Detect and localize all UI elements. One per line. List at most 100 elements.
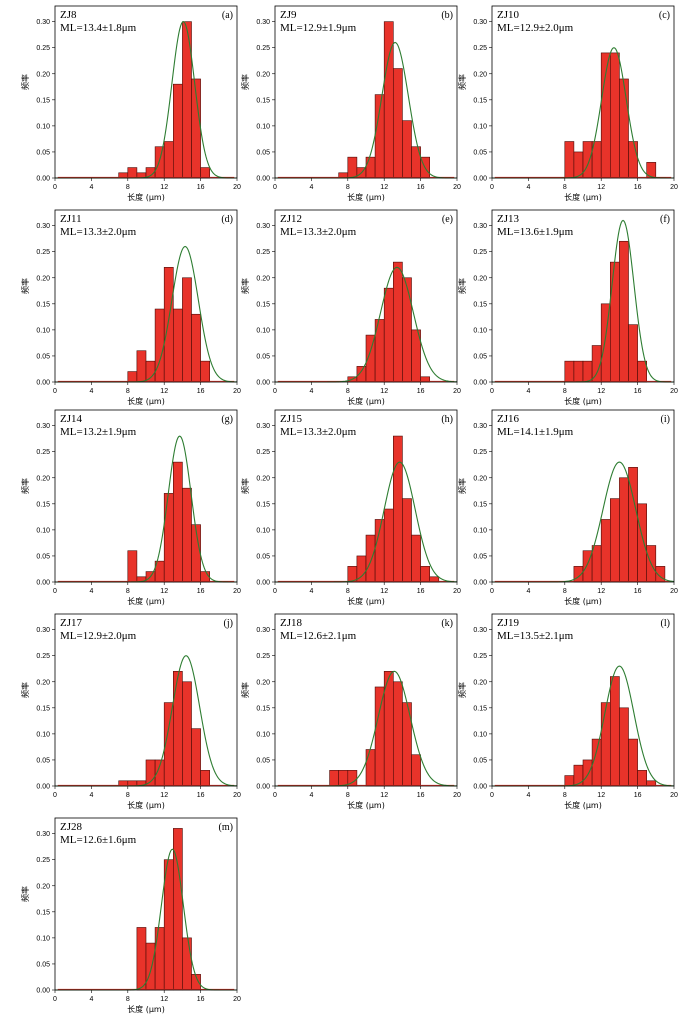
histogram-panel: 0.00 0.05 0.10 0.15 0.20 0.25 0.30 0 4 8 12 16 20 ZJ1… [457,5,678,202]
histogram-bar [637,503,647,583]
histogram-bar [609,52,620,179]
histogram-panel: 0.00 0.05 0.10 0.15 0.20 0.25 0.30 0 4 8 12 16 20 ZJ9… [240,5,461,202]
y-tick-label: 0.10 [36,123,50,130]
y-tick-label: 0.00 [473,380,487,387]
x-tick-label: 4 [309,792,313,799]
histogram-bar [127,550,138,583]
x-tick-label: 8 [346,792,350,799]
x-axis-label: 长度 (μm) [127,396,165,406]
mean-length-label: ML=14.1±1.9μm [497,426,574,438]
histogram-bar [619,240,629,383]
x-tick-label: 20 [233,996,241,1003]
y-tick-label: 0.15 [256,705,270,712]
plot-frame [274,409,458,583]
histogram-bar [347,156,358,179]
sample-id: ZJ19 [497,617,520,629]
mean-length-label: ML=13.3±2.0μm [280,226,357,238]
histogram-bar [628,738,638,787]
x-axis-label: 长度 (μm) [127,800,165,810]
x-tick-label: 4 [526,388,530,395]
x-tick-label: 8 [563,792,567,799]
panel-label: (d) [221,214,233,225]
y-tick-label: 0.25 [256,45,270,52]
y-tick-label: 0.20 [256,275,270,282]
x-tick-label: 16 [634,792,642,799]
x-tick-label: 0 [490,388,494,395]
histogram-bar [383,508,394,583]
x-tick-label: 8 [126,184,130,191]
histogram-panel: 0.00 0.05 0.10 0.15 0.20 0.25 0.30 0 4 8 12 16 20 ZJ1… [20,409,241,606]
x-tick-label: 4 [89,996,93,1003]
y-tick-label: 0.30 [256,627,270,634]
sample-id: ZJ13 [497,213,520,225]
y-tick-label: 0.30 [256,19,270,26]
y-tick-label: 0.10 [473,327,487,334]
x-axis-label: 长度 (μm) [347,596,385,606]
histogram-panel: 0.00 0.05 0.10 0.15 0.20 0.25 0.30 0 4 8 12 16 20 ZJ1… [240,209,461,406]
histogram-bar [200,770,211,787]
histogram-bar [182,681,192,787]
histogram-bar [609,498,620,583]
y-tick-label: 0.15 [36,301,50,308]
sample-id: ZJ11 [60,213,82,225]
plot-frame [54,817,238,991]
x-axis-label: 长度 (μm) [564,192,602,202]
y-tick-label: 0.15 [36,501,50,508]
y-axis-label: 频率 [240,478,250,494]
y-tick-label: 0.25 [256,249,270,256]
x-tick-label: 8 [563,184,567,191]
x-tick-label: 16 [634,184,642,191]
panel-label: (e) [442,214,453,225]
x-tick-label: 20 [233,388,241,395]
histogram-panel: 0.00 0.05 0.10 0.15 0.20 0.25 0.30 0 4 8 12 16 20 ZJ1… [20,209,241,406]
sample-id: ZJ12 [280,213,302,225]
x-tick-label: 4 [526,792,530,799]
x-tick-label: 16 [417,588,425,595]
y-tick-label: 0.10 [36,327,50,334]
y-axis-label: 频率 [457,74,467,90]
x-tick-label: 4 [309,184,313,191]
y-axis-label: 频率 [457,278,467,294]
fit-curve [492,219,674,383]
sample-id: ZJ17 [60,617,83,629]
x-tick-label: 0 [53,996,57,1003]
x-tick-label: 16 [634,388,642,395]
x-tick-label: 12 [380,792,388,799]
x-tick-label: 0 [273,792,277,799]
y-tick-label: 0.25 [256,449,270,456]
x-axis-label: 长度 (μm) [564,800,602,810]
x-tick-label: 0 [273,588,277,595]
x-tick-label: 0 [53,588,57,595]
y-tick-label: 0.30 [473,627,487,634]
histogram-bar [591,545,602,583]
x-axis-label: 长度 (μm) [564,396,602,406]
x-tick-label: 4 [526,184,530,191]
y-tick-label: 0.15 [36,705,50,712]
x-tick-label: 20 [233,792,241,799]
histogram-bar [383,287,394,383]
x-tick-label: 8 [126,996,130,1003]
fit-curve [55,435,237,583]
histogram-panel: 0.00 0.05 0.10 0.15 0.20 0.25 0.30 0 4 8 12 16 20 ZJ1… [240,613,461,810]
x-tick-label: 8 [346,388,350,395]
plot-frame [54,209,238,383]
y-tick-label: 0.10 [256,123,270,130]
y-tick-label: 0.10 [256,327,270,334]
y-tick-label: 0.25 [36,857,50,864]
y-tick-label: 0.20 [36,275,50,282]
plot-frame [491,613,675,787]
y-tick-label: 0.10 [36,935,50,942]
y-tick-label: 0.20 [36,475,50,482]
histogram-bar [173,83,183,179]
y-tick-label: 0.05 [256,353,270,360]
panel-label: (h) [441,414,453,425]
histogram-bar [154,927,165,991]
x-tick-label: 8 [346,184,350,191]
x-tick-label: 12 [597,184,605,191]
histogram-bar [609,261,620,383]
histogram-bar [365,749,376,787]
x-tick-label: 4 [89,184,93,191]
y-tick-label: 0.00 [36,380,50,387]
y-tick-label: 0.15 [256,501,270,508]
x-axis-label: 长度 (μm) [347,192,385,202]
